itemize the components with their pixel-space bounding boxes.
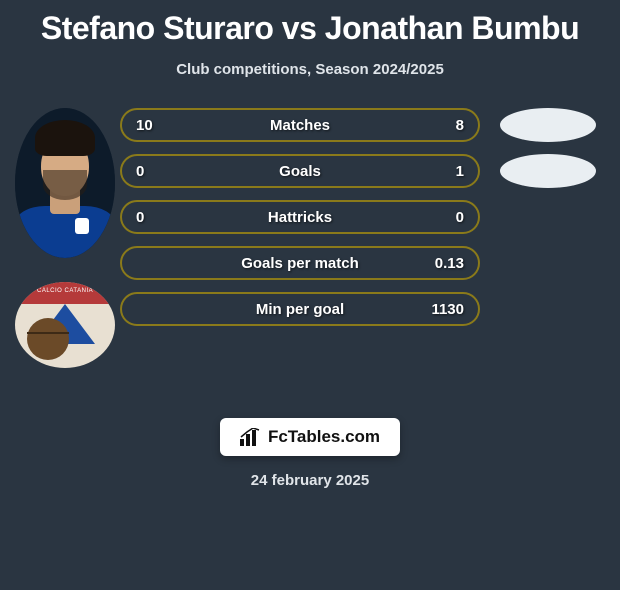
- right-column: [480, 108, 605, 368]
- stat-label: Hattricks: [176, 209, 424, 226]
- subtitle: Club competitions, Season 2024/2025: [0, 61, 620, 78]
- avatar-graphic: [15, 108, 115, 258]
- stat-label: Matches: [176, 117, 424, 134]
- stat-right-value: 0: [424, 209, 464, 226]
- stat-label: Goals: [176, 163, 424, 180]
- ellipse-spacer: [500, 292, 596, 326]
- brand-text: FcTables.com: [268, 427, 380, 447]
- stat-row-min-per-goal: Min per goal1130: [120, 292, 480, 326]
- stat-row-hattricks: 0Hattricks0: [120, 200, 480, 234]
- content-area: CALCIO CATANIA 10Matches80Goals10Hattric…: [0, 108, 620, 368]
- stat-label: Min per goal: [176, 301, 424, 318]
- stat-right-value: 1130: [424, 301, 464, 318]
- brand-badge: FcTables.com: [220, 418, 400, 456]
- stat-left-value: 0: [136, 163, 176, 180]
- page-title: Stefano Sturaro vs Jonathan Bumbu: [0, 10, 620, 47]
- club-badge-text: CALCIO CATANIA: [37, 288, 93, 294]
- stats-column: 10Matches80Goals10Hattricks0Goals per ma…: [120, 108, 480, 368]
- stat-right-value: 0.13: [424, 255, 464, 272]
- stat-left-value: 0: [136, 209, 176, 226]
- stat-row-goals-per-match: Goals per match0.13: [120, 246, 480, 280]
- comparison-ellipse: [500, 108, 596, 142]
- ellipse-spacer: [500, 246, 596, 280]
- stat-label: Goals per match: [176, 255, 424, 272]
- stat-row-matches: 10Matches8: [120, 108, 480, 142]
- stat-row-goals: 0Goals1: [120, 154, 480, 188]
- date-text: 24 february 2025: [0, 472, 620, 489]
- ellipse-spacer: [500, 200, 596, 234]
- stat-right-value: 8: [424, 117, 464, 134]
- brand-row: FcTables.com: [0, 418, 620, 456]
- player-avatar: [15, 108, 115, 258]
- stat-right-value: 1: [424, 163, 464, 180]
- chart-icon: [240, 428, 260, 446]
- left-column: CALCIO CATANIA: [0, 108, 120, 368]
- club-badge: CALCIO CATANIA: [15, 282, 115, 368]
- stat-left-value: 10: [136, 117, 176, 134]
- comparison-ellipse: [500, 154, 596, 188]
